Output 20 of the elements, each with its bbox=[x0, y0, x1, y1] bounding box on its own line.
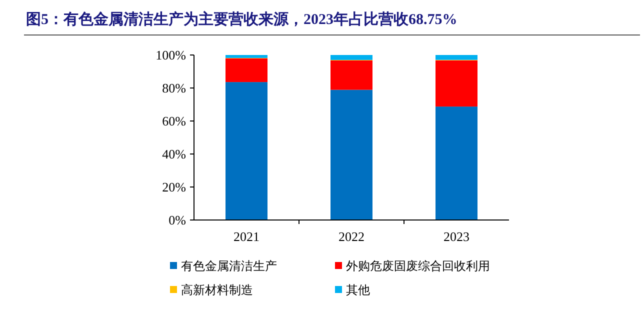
bar bbox=[226, 82, 268, 220]
legend-label: 其他 bbox=[346, 283, 370, 297]
bar bbox=[436, 60, 478, 107]
bar bbox=[330, 60, 372, 90]
x-tick-label: 2021 bbox=[234, 229, 260, 244]
title: 图5：有色金属清洁生产为主要营收来源，2023年占比营收68.75% bbox=[26, 12, 458, 28]
y-tick-label: 20% bbox=[162, 180, 186, 194]
y-tick-label: 100% bbox=[156, 48, 186, 62]
bar bbox=[436, 106, 478, 220]
y-tick-label: 0% bbox=[168, 212, 186, 228]
y-tick-label: 40% bbox=[162, 146, 186, 162]
x-tick-label: 2022 bbox=[338, 229, 364, 244]
bar bbox=[226, 58, 268, 82]
bar bbox=[436, 55, 478, 60]
bar bbox=[330, 55, 372, 60]
y-tick-label: 80% bbox=[162, 80, 186, 96]
y-tick-label: 60% bbox=[162, 114, 186, 128]
bar bbox=[330, 90, 372, 220]
x-tick-label: 2023 bbox=[444, 229, 470, 244]
bar bbox=[226, 55, 268, 58]
